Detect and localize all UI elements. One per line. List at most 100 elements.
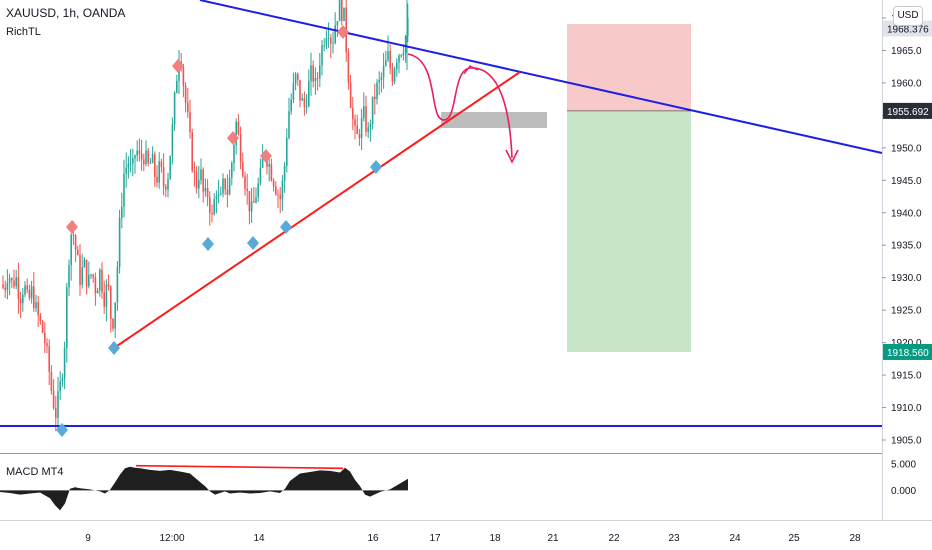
arrow-tick [463,65,479,75]
candle-body [22,294,24,304]
candle-body [15,277,17,287]
candle-body [136,150,138,156]
candle-body [308,81,310,107]
stop-loss-zone [567,24,691,111]
price-tick-label: 1905.0 [891,436,922,447]
candle-body [70,234,72,266]
candle-body [19,298,22,304]
price-tag-label: 1955.692 [887,107,929,118]
candle-body [59,381,61,392]
candle-body [314,78,317,82]
candle-body [92,274,94,278]
candle-body [171,124,174,156]
candle-body [319,65,321,79]
take-profit-zone [567,110,691,352]
macd-divergence-line [135,464,344,470]
candle-body [209,197,211,213]
candle-body [228,177,231,195]
candle-body [165,186,167,190]
candle-body [149,162,152,164]
candle-body [217,194,220,197]
candle-body [402,53,405,56]
candle-body [140,153,143,160]
price-tick-label: 1965.0 [891,46,922,57]
drawings [0,0,883,437]
symbol-title[interactable]: XAUUSD, 1h, OANDA [6,6,126,20]
trough-marker [108,341,120,355]
indicator-label[interactable]: RichTL [6,26,41,38]
candle-body [259,167,262,184]
candle-body [290,99,292,112]
candle-body [253,201,255,203]
candle-body [341,0,343,21]
candle-body [257,183,259,198]
macd-histogram-area [0,466,408,511]
price-tag [883,102,932,119]
candle-body [356,125,358,135]
candle-body [255,197,257,203]
time-tick-label: 14 [253,533,265,544]
candle-body [239,134,242,163]
candle-body [376,82,378,100]
peak-marker [227,131,239,145]
candle-body [334,25,336,43]
price-axis[interactable]: 1905.0 1910.0 1915.0 1920.0 1925.0 1930.0 1935… [882,14,922,447]
price-tick-label: 1915.0 [891,371,922,382]
candle-body [198,180,200,189]
candle-body [336,21,339,26]
candle-body [338,0,341,22]
candle-body [30,286,33,299]
candle-body [169,155,171,179]
candle-body [231,163,233,178]
candle-body [235,121,237,146]
candle-body [35,302,37,309]
price-tick-label: 1940.0 [891,208,922,219]
candle-body [48,346,50,372]
candle-body [389,50,391,69]
main-pane-bg[interactable] [0,0,882,453]
candle-body [114,302,116,329]
currency-button[interactable]: USD [893,6,923,26]
candle-body [191,132,193,171]
candle-body [88,274,90,287]
candle-body [187,102,189,113]
candle-body [184,85,187,103]
time-tick-label: 12:00 [159,533,184,544]
trough-marker [370,160,382,174]
candle-body [277,194,279,196]
candle-body [195,171,198,189]
candle-body [206,187,209,198]
candle-body [378,79,380,83]
time-tick-label: 28 [849,533,861,544]
candle-body [202,169,204,192]
candle-body [81,267,83,285]
candle-body [244,176,246,189]
candle-body [237,121,240,135]
candle-body [393,69,396,82]
candle-body [105,284,108,307]
candle-body [26,285,28,290]
candle-body [371,96,374,125]
price-tick-label: 1945.0 [891,176,922,187]
candle-body [154,154,156,177]
candle-body [363,106,365,118]
time-axis[interactable]: 9 12:00 14 16 17 18 21 22 23 24 25 28 [85,533,861,544]
candle-body [167,178,169,190]
candle-body [83,259,86,268]
peak-marker [172,59,184,73]
candle-body [211,212,213,215]
candle-body [189,112,191,133]
macd-title[interactable]: MACD MT4 [6,466,64,478]
macd-axis[interactable]: 0.000 5.000 [891,460,916,497]
trough-marker [280,220,292,234]
ascending-trendline [113,71,521,349]
candle-body [121,206,123,218]
candle-body [68,265,70,288]
candle-body [127,163,130,168]
candle-body [310,65,312,82]
candle-body [325,38,328,46]
time-tick-label: 17 [429,533,441,544]
supply-zone [441,112,547,128]
candle-body [354,119,356,126]
